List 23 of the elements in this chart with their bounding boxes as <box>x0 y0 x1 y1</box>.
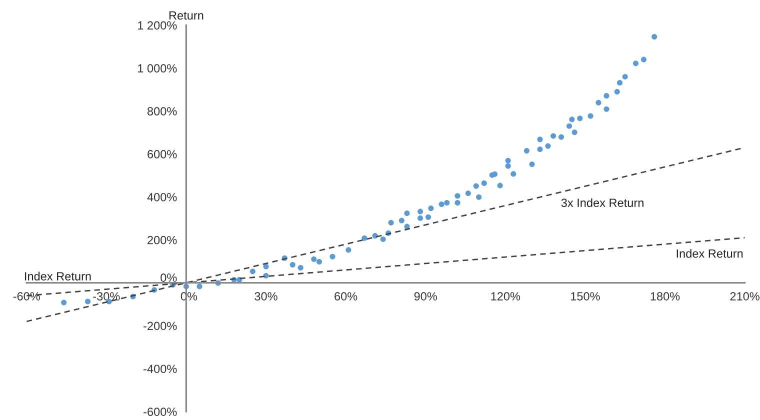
x-tick-label: -60% <box>13 292 40 300</box>
x-tick-label: 150% <box>571 292 600 300</box>
y-tick-label: 200% <box>148 236 177 244</box>
y-tick-label: 0% <box>160 273 177 282</box>
y-tick-label: 400% <box>147 192 177 202</box>
x-tick-label: -30% <box>93 292 120 300</box>
y-tick-label: 1 000% <box>138 64 177 73</box>
y-axis-title: Return <box>169 11 204 20</box>
y-tick-label: -400% <box>144 364 177 374</box>
x-tick-label: 90% <box>414 292 437 300</box>
y-tick-label: -600% <box>144 408 177 416</box>
series-label: Index Return <box>676 249 743 258</box>
y-tick-label: -200% <box>144 322 177 330</box>
y-tick-label: 800% <box>147 107 177 116</box>
series-label: 3x Index Return <box>561 198 644 207</box>
y-tick-label: 600% <box>148 150 177 158</box>
x-axis-title: Index Return <box>25 272 91 280</box>
x-tick-label: 180% <box>650 292 680 300</box>
x-tick-label: 30% <box>254 292 278 300</box>
y-tick-label: 1 200% <box>138 21 177 30</box>
x-tick-label: 210% <box>730 292 760 300</box>
x-tick-label: 120% <box>491 292 520 300</box>
x-tick-label: 60% <box>334 292 358 300</box>
